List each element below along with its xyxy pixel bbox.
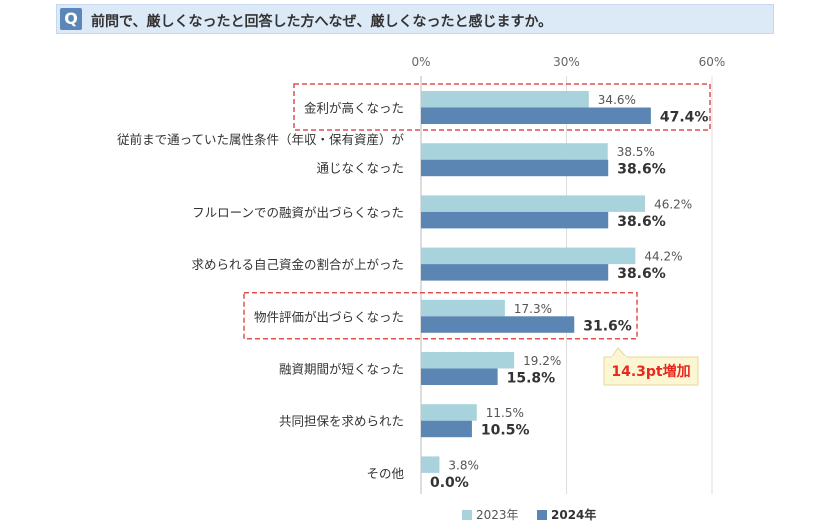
category-label: フルローンでの融資が出づらくなった — [192, 205, 404, 220]
bar-2024 — [421, 316, 575, 333]
callout-box — [603, 356, 699, 386]
bar-2023 — [421, 247, 636, 265]
data-label-2024: 15.8% — [507, 371, 556, 387]
data-label-2023: 38.5% — [617, 145, 655, 159]
data-label-2024: 38.6% — [617, 162, 666, 178]
bar-2024 — [421, 368, 498, 385]
bar-2024 — [421, 211, 609, 229]
legend-label-2023: 2023年 — [476, 508, 519, 522]
data-label-2023: 11.5% — [486, 406, 524, 420]
callout-pointer — [611, 347, 628, 358]
question-text: 前問で、厳しくなったと回答した方へなぜ、厳しくなったと感じますか。 — [91, 14, 553, 30]
q-icon: Q — [60, 8, 82, 30]
bar-2023 — [421, 299, 505, 317]
data-label-2024: 31.6% — [583, 318, 632, 334]
legend-swatch-2023 — [462, 510, 472, 520]
legend-label-2024: 2024年 — [551, 507, 596, 522]
category-label: 共同担保を求められた — [279, 414, 404, 429]
x-tick-label: 30% — [553, 55, 580, 69]
highlight-box — [243, 292, 638, 340]
bar-2023 — [421, 456, 440, 473]
data-label-2023: 19.2% — [523, 354, 561, 368]
highlight-box — [293, 83, 711, 131]
bar-2023 — [421, 91, 589, 108]
bar-2023 — [421, 404, 477, 421]
bar-2023 — [421, 352, 515, 369]
data-label-2024: 38.6% — [617, 266, 666, 282]
question-header: Q 前問で、厳しくなったと回答した方へなぜ、厳しくなったと感じますか。 — [56, 4, 774, 34]
data-label-2024: 0.0% — [430, 475, 469, 491]
data-label-2023: 44.2% — [644, 250, 682, 264]
category-label: 金利が高くなった — [304, 101, 404, 116]
data-label-2024: 10.5% — [481, 423, 530, 439]
category-label: 物件評価が出づらくなった — [254, 309, 404, 324]
data-label-2023: 3.8% — [448, 458, 479, 472]
category-label: 従前まで通っていた属性条件（年収・保有資産）が — [117, 132, 404, 147]
bar-2024 — [421, 159, 609, 177]
bar-2024 — [421, 107, 651, 124]
bar-2023 — [421, 195, 646, 212]
bar-2024 — [421, 264, 609, 281]
category-label: 通じなくなった — [316, 161, 404, 176]
callout-text: 14.3pt増加 — [611, 363, 690, 380]
category-label: その他 — [366, 466, 404, 481]
bar-2023 — [421, 143, 608, 160]
x-tick-label: 0% — [411, 55, 430, 69]
callout-joint — [612, 356, 626, 358]
data-label-2024: 47.4% — [660, 110, 709, 126]
bar-2024 — [421, 420, 472, 438]
legend-swatch-2024 — [537, 510, 547, 520]
data-label-2023: 17.3% — [514, 302, 552, 316]
category-label: 融資期間が短くなった — [279, 362, 404, 377]
data-label-2024: 38.6% — [617, 214, 666, 230]
x-tick-label: 60% — [699, 55, 726, 69]
category-label: 求められる自己資金の割合が上がった — [191, 257, 404, 272]
data-label-2023: 46.2% — [654, 197, 692, 211]
data-label-2023: 34.6% — [598, 93, 636, 107]
